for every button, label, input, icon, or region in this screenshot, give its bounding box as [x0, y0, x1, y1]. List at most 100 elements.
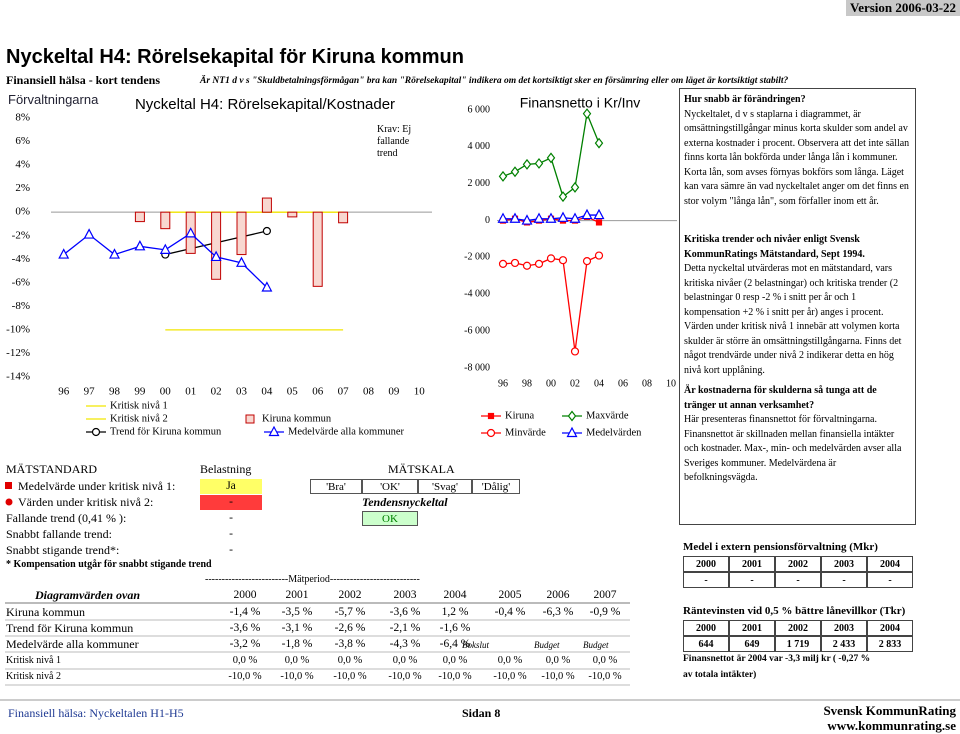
y-tick-label: -2 000 [464, 252, 490, 263]
row-value: -6,4 % [439, 638, 471, 650]
row-value: -3,8 % [334, 638, 366, 650]
row-value: -2,6 % [334, 622, 366, 634]
point [534, 259, 544, 268]
period: -------------------------Mätperiod------… [205, 574, 420, 585]
y-tick-label: 4 000 [468, 141, 491, 152]
scale-cell: 'Dålig' [472, 479, 520, 494]
x-tick-label: 00 [546, 378, 556, 389]
x-tick-label: 07 [338, 386, 350, 398]
x-tick-label: 10 [666, 378, 676, 389]
y-tick-label: -14% [6, 371, 30, 383]
legend-label: Trend för Kiruna kommun [110, 426, 222, 437]
row-value: 0,0 % [232, 655, 258, 666]
row-label: Kiruna kommun [6, 605, 85, 619]
point [522, 261, 532, 270]
y-tick-label: 6 000 [468, 104, 491, 115]
panel-section: Kritiska trender och nivåer enligt Svens… [684, 233, 911, 378]
point [546, 254, 556, 263]
y-tick-label: -6 000 [464, 325, 490, 336]
year-header: 2002 [338, 589, 362, 601]
point [498, 170, 508, 182]
point [522, 158, 532, 170]
year-cell: 2003 [821, 556, 867, 572]
legend-marker [486, 428, 496, 438]
y-tick-label: -12% [6, 347, 30, 359]
y-tick-label: 8% [15, 112, 30, 124]
standard-label: Medelvärde under kritisk nivå 1: [18, 479, 176, 493]
row-label: Kritisk nivå 1 [6, 655, 61, 666]
point [594, 251, 604, 260]
y-tick-label: 2% [15, 182, 30, 194]
legend-marker [567, 410, 577, 422]
chart-title: Finansnetto i Kr/Inv [520, 95, 641, 111]
point [595, 219, 603, 226]
bar [211, 211, 222, 280]
x-tick-label: 96 [498, 378, 508, 389]
flag-circle [5, 498, 13, 506]
row-value: -1,4 % [229, 606, 261, 618]
standard-label: Snabbt stigande trend*: [6, 543, 120, 557]
legend-marker [566, 426, 578, 438]
footer-url: www.kommunrating.se [827, 718, 956, 733]
row-value: -10,0 % [438, 671, 472, 682]
row-value: -5,7 % [334, 606, 366, 618]
point [558, 256, 568, 265]
panel-body: Här presenteras finansnettot för förvalt… [684, 414, 902, 483]
point [210, 250, 222, 262]
row-value: 1,2 % [441, 606, 469, 618]
point [581, 208, 593, 220]
trend-result: OK [362, 511, 418, 526]
scale-cell: 'OK' [362, 479, 418, 494]
panel-section: Är kostnaderna för skulderna så tunga at… [684, 384, 911, 486]
row-value: -3,2 % [229, 638, 261, 650]
year-cell: 2004 [867, 556, 913, 572]
point [593, 208, 605, 220]
legend-label: Medelvärden [586, 427, 642, 438]
note: Finansnettot är 2004 var -3,3 milj kr ( … [683, 654, 871, 664]
row-value: -10,0 % [493, 671, 527, 682]
x-tick-label: 09 [388, 386, 400, 398]
value-cell: 1 719 [775, 636, 821, 652]
version-band [846, 0, 960, 16]
point [109, 248, 120, 259]
legend-label: Maxvärde [586, 410, 629, 421]
y-tick-label: -10% [6, 323, 30, 335]
footnote: * Kompensation utgår för snabbt stigande… [6, 559, 212, 570]
legend-marker [487, 412, 495, 420]
year-header: 2005 [498, 589, 522, 601]
point [569, 212, 581, 223]
standard-value: - [229, 528, 233, 540]
legend-swatch [245, 414, 255, 424]
point [546, 152, 556, 164]
value-cell: - [821, 572, 867, 588]
point [497, 212, 509, 223]
row-value: -2,1 % [389, 622, 421, 634]
standard-value: - [200, 495, 262, 510]
y-tick-label: -4% [12, 253, 30, 265]
panel-body: Detta nyckeltal utvärderas mot en mätsta… [684, 263, 902, 376]
x-tick-label: 08 [363, 386, 375, 398]
x-tick-label: 98 [109, 386, 121, 398]
row-value: -3,6 % [229, 622, 261, 634]
year-cell: 2003 [821, 620, 867, 636]
scale-cell: 'Bra' [310, 479, 362, 494]
y-tick-label: 6% [15, 135, 30, 147]
legend-marker [268, 425, 280, 437]
year-cell: 2000 [683, 556, 729, 572]
y-tick-label: -8 000 [464, 362, 490, 373]
row-value: -10,0 % [388, 671, 422, 682]
bar [134, 211, 145, 223]
point [558, 191, 568, 203]
year-cell: 2001 [729, 556, 775, 572]
legend-label: Kiruna kommun [262, 413, 332, 424]
legend-marker [91, 427, 101, 437]
footer-left: Finansiell hälsa: Nyckeltalen H1-H5 [8, 706, 184, 720]
scale-cell: 'Svag' [418, 479, 472, 494]
panel-heading: Är kostnaderna för skulderna så tunga at… [684, 385, 877, 411]
row-value: 0,0 % [337, 655, 363, 666]
point [557, 211, 569, 222]
x-tick-label: 08 [642, 378, 652, 389]
row-value: 0,0 % [284, 655, 310, 666]
row-value: 0,0 % [442, 655, 468, 666]
point [58, 248, 70, 259]
